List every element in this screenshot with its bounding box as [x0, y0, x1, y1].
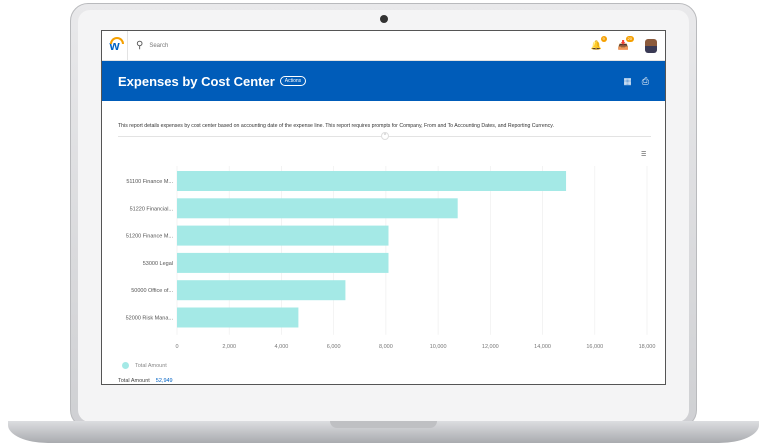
y-tick-label: 52000 Risk Mana... — [126, 316, 174, 322]
collapse-chevron-icon[interactable]: ^ — [381, 132, 389, 140]
screen: w ⚲ Search 🔔 9 📥 20 Expenses by Cost Cente… — [101, 30, 666, 385]
inbox-icon: 📥 — [617, 40, 629, 50]
search-placeholder: Search — [149, 42, 169, 49]
top-bar: w ⚲ Search 🔔 9 📥 20 — [102, 31, 665, 61]
x-tick-label: 18,000 — [639, 344, 656, 350]
y-tick-label: 51220 Financial... — [130, 206, 174, 212]
legend[interactable]: Total Amount — [122, 362, 167, 369]
x-tick-label: 0 — [175, 344, 178, 350]
page-header: Expenses by Cost Center Actions ▦ ⎙ — [102, 61, 665, 101]
search-icon: ⚲ — [136, 40, 144, 51]
page-title: Expenses by Cost Center — [118, 73, 275, 89]
total-amount: Total Amount 52,949 — [118, 378, 173, 384]
bar[interactable] — [177, 171, 567, 191]
report-description: This report details expenses by cost cen… — [118, 123, 554, 129]
x-tick-label: 12,000 — [482, 344, 499, 350]
excel-export-icon[interactable]: ▦ — [623, 75, 632, 86]
legend-swatch — [122, 362, 129, 369]
actions-button[interactable]: Actions — [279, 76, 307, 86]
x-tick-label: 14,000 — [534, 344, 551, 350]
legend-label: Total Amount — [135, 362, 167, 369]
chart-settings-icon[interactable]: ☰ — [641, 152, 647, 158]
print-icon[interactable]: ⎙ — [641, 75, 649, 86]
avatar[interactable] — [645, 38, 657, 53]
x-tick-label: 2,000 — [222, 344, 236, 350]
x-tick-label: 8,000 — [379, 344, 393, 350]
y-tick-label: 50000 Office of... — [131, 288, 173, 294]
bell-icon: 🔔 — [590, 40, 602, 50]
inbox-badge: 20 — [625, 36, 634, 42]
bar[interactable] — [177, 280, 346, 301]
y-tick-label: 51200 Finance M... — [126, 234, 174, 240]
bar-chart: 0 2,000 4,000 6,000 8,000 10,000 12,000 14,000 1… — [126, 166, 656, 350]
x-tick-label: 16,000 — [586, 344, 603, 350]
workday-logo[interactable]: w — [102, 31, 128, 61]
total-label: Total Amount — [118, 378, 150, 384]
x-tick-label: 6,000 — [327, 344, 341, 350]
notifications-button[interactable]: 🔔 9 — [590, 36, 607, 51]
x-tick-label: 10,000 — [430, 344, 447, 350]
inbox-button[interactable]: 📥 20 — [617, 36, 634, 51]
camera — [380, 15, 388, 23]
bar[interactable] — [177, 198, 458, 219]
x-tick-label: 4,000 — [275, 344, 289, 350]
notification-badge: 9 — [600, 36, 607, 42]
search-input[interactable]: ⚲ Search — [136, 40, 591, 51]
bar[interactable] — [177, 307, 299, 328]
laptop-base — [8, 421, 759, 443]
y-tick-label: 51100 Finance M... — [126, 179, 173, 185]
bar[interactable] — [177, 252, 389, 273]
y-tick-label: 53000 Legal — [143, 261, 173, 267]
laptop-notch — [330, 421, 437, 428]
bar[interactable] — [177, 225, 389, 246]
total-value-link[interactable]: 52,949 — [155, 378, 173, 384]
